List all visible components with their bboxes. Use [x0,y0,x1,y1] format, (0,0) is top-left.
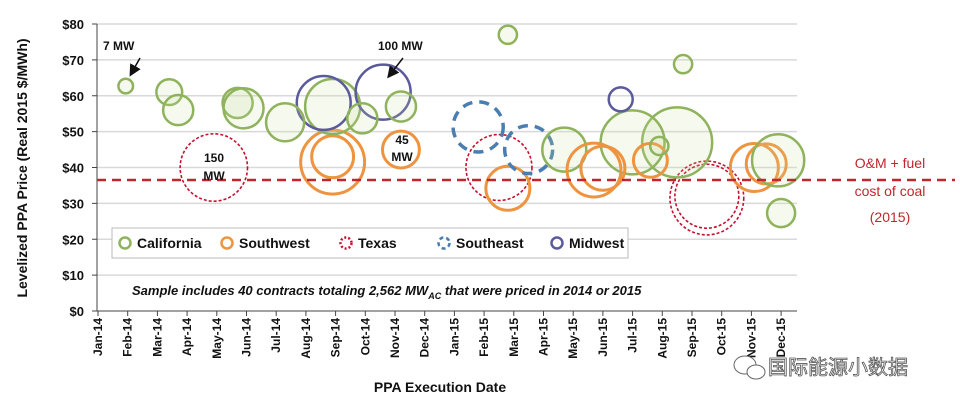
bubble-southwest [579,144,627,192]
bubble-california [264,101,306,143]
bubble-midwest [295,74,352,132]
reference-label-2: cost of coal [855,183,926,199]
x-tick-label: Feb-15 [477,318,491,357]
bubble-california [384,90,418,123]
arrow-100mw [387,57,404,79]
x-tick-labels: Jan-14 Feb-14 Mar-14 Apr-14 May-14 Jun-14 Jul-… [91,318,788,359]
annotation-150mw-2: MW [203,169,225,183]
legend-label-midwest: Midwest [569,235,625,251]
x-tick-label: Aug-15 [655,318,669,359]
gridlines [92,23,797,316]
legend-marker-midwest [550,236,564,250]
bubble-california [221,86,254,120]
x-tick-label: Aug-14 [299,318,313,359]
y-tick-label: $60 [62,89,84,104]
bubble-california [541,126,588,173]
x-tick-label: Jan-14 [91,318,105,356]
annotation-45mw-2: MW [391,150,413,164]
watermark: 国际能源小数据 [733,355,908,380]
y-tick-label: $20 [62,232,84,247]
x-tick-label: Oct-15 [715,318,729,356]
bubble-southwest [380,129,421,170]
bubble-southwest [484,164,532,212]
y-tick-label: $80 [62,17,84,32]
bubble-midwest [607,86,634,113]
x-tick-label: Jul-14 [269,318,283,353]
bubble-southeast [451,100,505,154]
bubble-southeast [502,123,555,176]
y-tick-label: $10 [62,268,84,283]
bubble-southwest [728,142,780,193]
caption: Sample includes 40 contracts totaling 2,… [132,283,642,301]
x-tick-label: Sep-14 [329,318,343,358]
x-tick-label: Nov-14 [388,318,402,358]
bubble-california [346,102,379,135]
x-tick-label: Jun-14 [240,318,254,357]
bubble-california [155,78,184,107]
bubble-southwest [299,128,367,196]
y-tick-label: $40 [62,161,84,176]
bubble-southwest [565,141,623,199]
bubble-california [161,93,195,127]
legend-marker-california [118,236,132,250]
x-tick-label: Jun-15 [596,318,610,357]
annotation-100mw: 100 MW [378,39,423,53]
bubble-texas [669,160,745,236]
bubble-texas [179,133,249,202]
legend-label-southeast: Southeast [456,235,524,251]
bubble-texas [465,133,533,202]
arrow-7mw [129,57,141,77]
legend-marker-southeast [437,236,451,250]
reference-label-1: O&M + fuel [855,155,925,171]
bubble-california [750,132,806,188]
x-tick-label: Jan-15 [447,318,461,356]
x-tick-label: Jul-15 [626,318,640,353]
y-tick-label: $0 [70,304,84,319]
legend-marker-texas [339,236,353,250]
bubble-southwest [310,134,356,180]
bubble-texas [674,163,740,229]
x-tick-label: Oct-14 [358,318,372,356]
legend-label-texas: Texas [358,235,397,251]
y-tick-label: $70 [62,53,84,68]
x-tick-label: Sep-15 [685,318,699,358]
wechat-icon [733,355,766,380]
bubble-california [497,24,519,46]
annotation-150mw-1: 150 [204,151,224,165]
x-tick-label: Mar-14 [150,318,164,357]
reference-label-3: (2015) [870,209,910,225]
bubble-midwest [354,63,412,121]
bubbles [117,24,806,236]
bubble-california [222,87,265,130]
bubble-california [117,77,135,95]
bubble-california [765,197,797,229]
y-tick-labels: $0 $10 $20 $30 $40 $50 $60 $70 $80 [62,17,84,319]
legend-label-southwest: Southwest [239,235,310,251]
x-tick-label: Feb-14 [121,318,135,357]
x-tick-label: Nov-15 [744,318,758,358]
x-tick-label: Apr-15 [537,318,551,356]
x-axis-title: PPA Execution Date [374,379,506,395]
y-tick-label: $50 [62,125,84,140]
x-tick-label: Dec-14 [418,318,432,358]
x-tick-label: Dec-15 [774,318,788,358]
watermark-text: 国际能源小数据 [768,356,908,379]
annotation-7mw: 7 MW [103,39,135,53]
x-tick-label: May-15 [566,318,580,359]
bubble-california [648,135,670,157]
bubble-california [672,53,694,75]
y-axis-title: Levelized PPA Price (Real 2015 $/MWh) [14,38,30,297]
legend-label-california: California [137,235,202,251]
x-tick-label: May-14 [210,318,224,359]
annotation-45mw-1: 45 [395,133,409,147]
x-tick-label: Mar-15 [507,318,521,357]
x-tick-label: Apr-14 [180,318,194,356]
y-tick-label: $30 [62,196,84,211]
legend-marker-southwest [220,236,234,250]
legend: California Southwest Texas Southeast Midwest [111,227,629,259]
